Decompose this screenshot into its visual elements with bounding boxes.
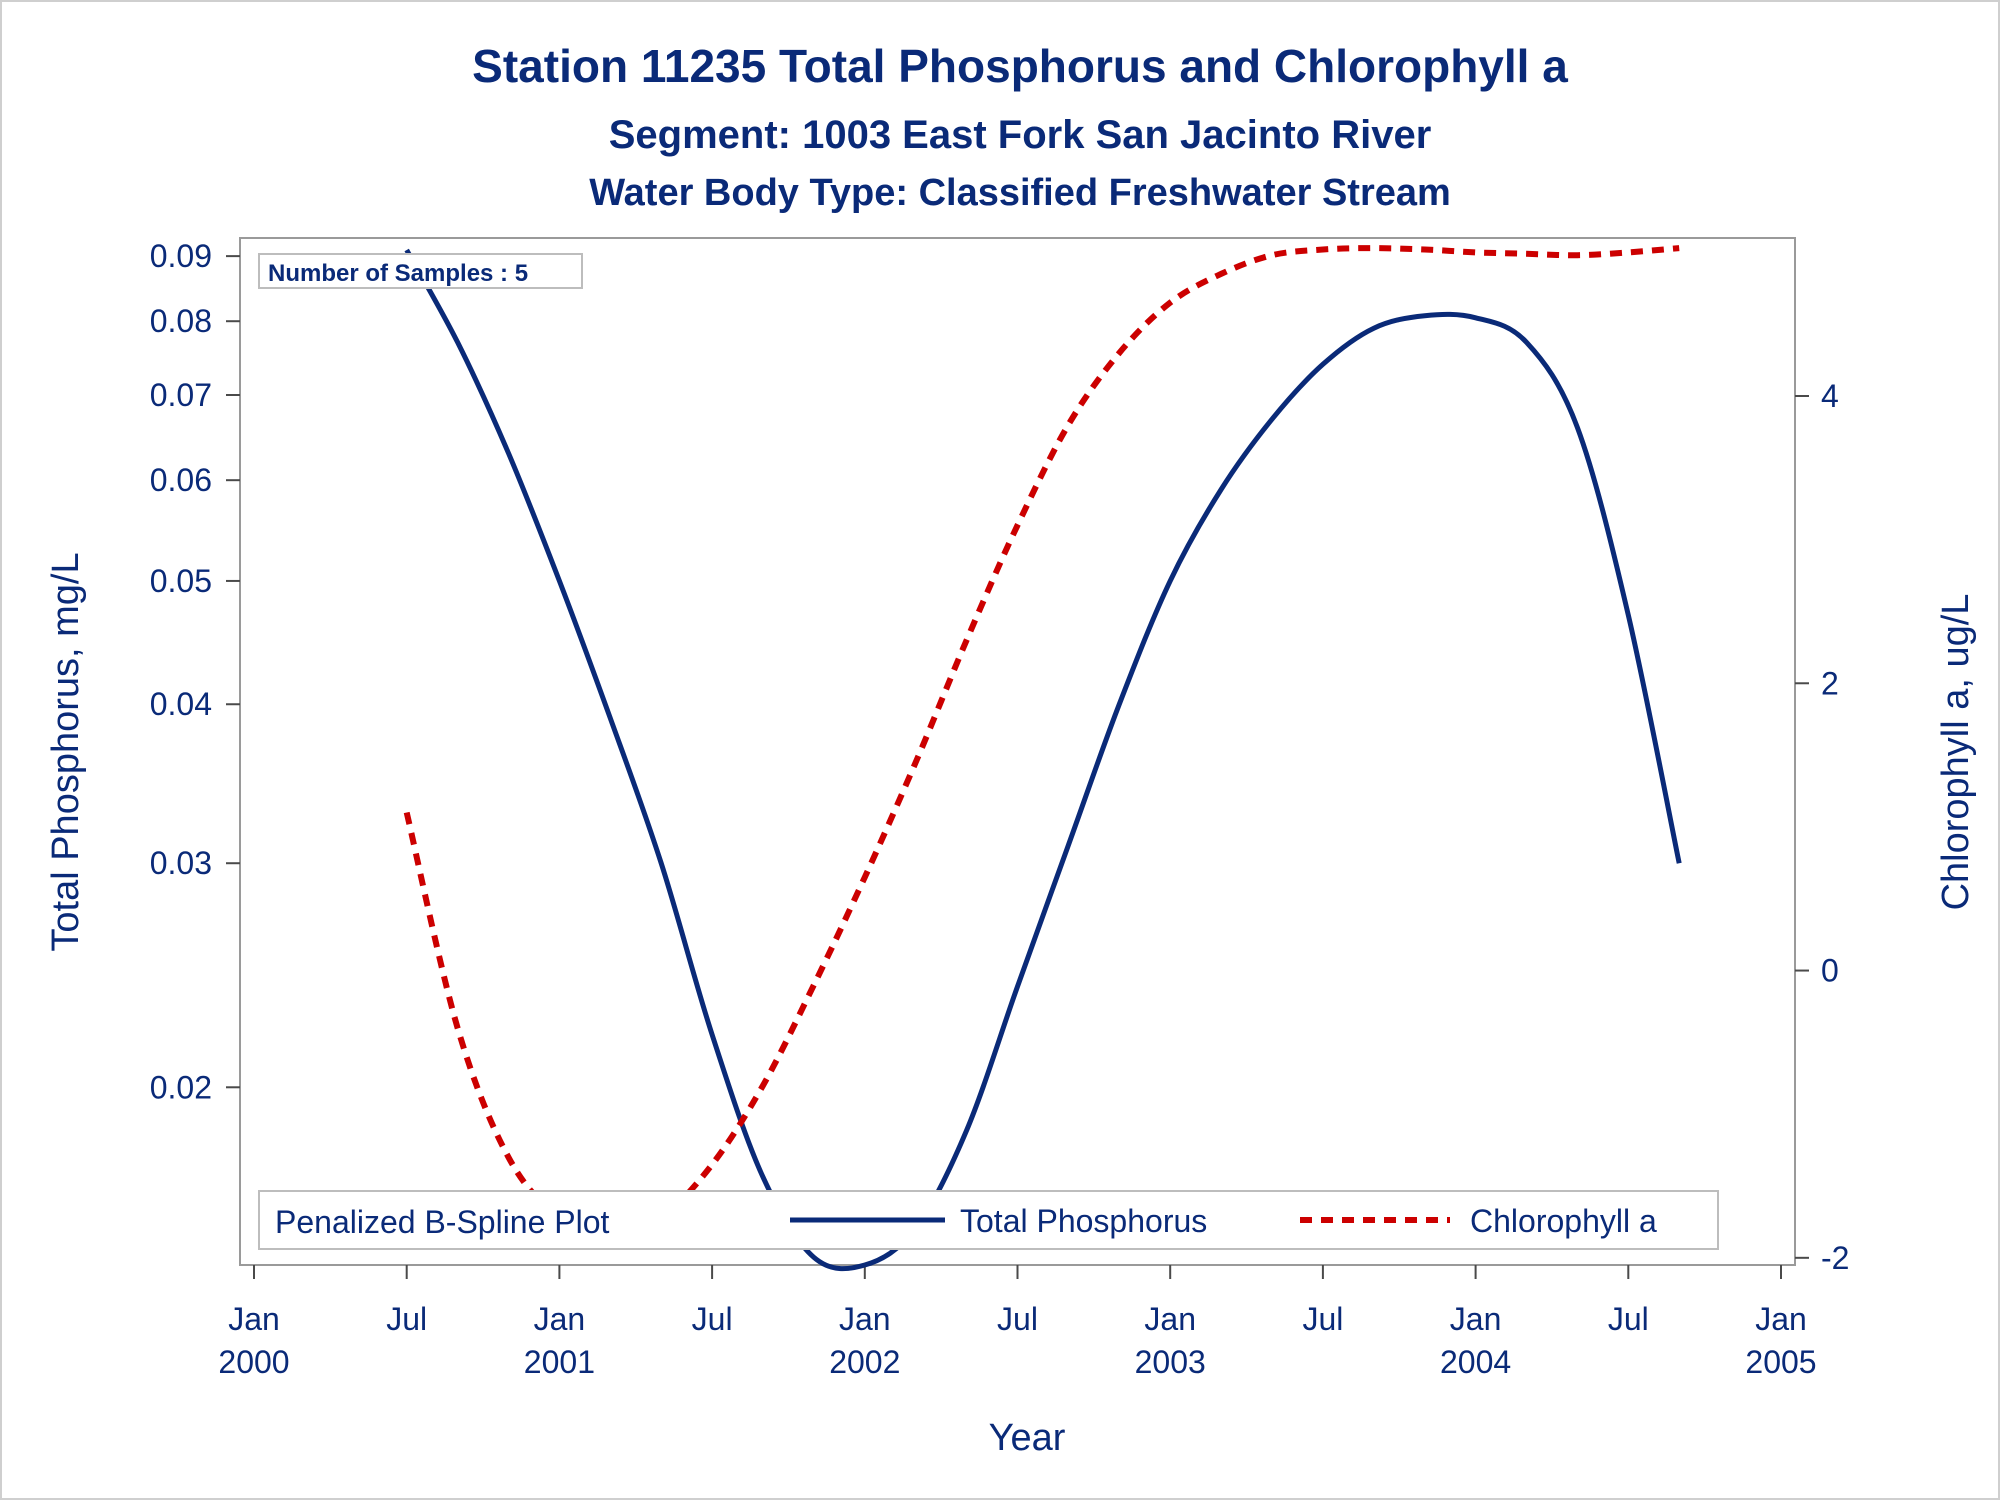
- y-tick-label: 0.03: [150, 845, 212, 881]
- annotation-box: [258, 253, 583, 289]
- y-tick-label: 0.02: [150, 1069, 212, 1105]
- x-tick-label-month: Jan: [534, 1301, 586, 1337]
- y-axis-right: -2 0 2 4: [1795, 378, 1849, 1276]
- x-tick-label-year: 2000: [218, 1344, 289, 1380]
- x-tick-label-year: 2001: [524, 1344, 595, 1380]
- y-axis-left: 0.02 0.03 0.04 0.05 0.06 0.07 0.08 0.09: [150, 238, 240, 1105]
- x-tick-label-month: Jul: [1302, 1301, 1343, 1337]
- x-tick-label-year: 2004: [1440, 1344, 1511, 1380]
- chart-subtitle: Segment: 1003 East Fork San Jacinto Rive…: [609, 113, 1432, 157]
- x-tick-label-month: Jan: [1144, 1301, 1196, 1337]
- y-tick-label: 0.04: [150, 686, 212, 722]
- x-tick-label-month: Jan: [1755, 1301, 1807, 1337]
- x-tick-label-year: 2005: [1745, 1344, 1816, 1380]
- y-axis-label: Total Phosphorus, mg/L: [45, 552, 87, 951]
- sample-count-annotation: Number of Samples : 5: [268, 260, 528, 287]
- y-tick-label: 0.05: [150, 563, 212, 599]
- y2-tick-label: -2: [1821, 1240, 1849, 1276]
- series-line-total-phosphorus: [404, 248, 1682, 1272]
- legend-box: [258, 1190, 1719, 1250]
- x-tick-label-month: Jul: [997, 1301, 1038, 1337]
- x-axis: Jan 2000 Jul Jan 2001 Jul Jan 2002 Jul Jan 2003 Jul…: [218, 1265, 1817, 1380]
- series-lines: [403, 245, 1682, 1272]
- y-tick-label: 0.09: [150, 238, 212, 274]
- x-tick-label-year: 2002: [829, 1344, 900, 1380]
- y-tick-label: 0.07: [150, 377, 212, 413]
- x-axis-label: Year: [989, 1417, 1066, 1459]
- legend-label-chlorophyll-a: Chlorophyll a: [1470, 1203, 1657, 1239]
- y-tick-label: 0.08: [150, 303, 212, 339]
- legend-title: Penalized B-Spline Plot: [275, 1204, 610, 1240]
- x-tick-label-year: 2003: [1135, 1344, 1206, 1380]
- x-tick-label-month: Jan: [228, 1301, 280, 1337]
- y2-tick-label: 2: [1821, 665, 1839, 701]
- x-tick-label-month: Jul: [386, 1301, 427, 1337]
- x-tick-label-month: Jul: [1608, 1301, 1649, 1337]
- y2-tick-label: 0: [1821, 953, 1839, 989]
- legend-label-total-phosphorus: Total Phosphorus: [960, 1203, 1207, 1239]
- y-tick-label: 0.06: [150, 462, 212, 498]
- x-tick-label-month: Jan: [1450, 1301, 1502, 1337]
- x-tick-label-month: Jan: [839, 1301, 891, 1337]
- y2-axis-label: Chlorophyll a, ug/L: [1935, 594, 1977, 911]
- x-tick-label-month: Jul: [692, 1301, 733, 1337]
- series-line-chlorophyll-a: [403, 245, 1680, 1240]
- chart-title: Station 11235 Total Phosphorus and Chlor…: [472, 40, 1568, 92]
- chart-subtitle-2: Water Body Type: Classified Freshwater S…: [589, 172, 1451, 214]
- y2-tick-label: 4: [1821, 378, 1839, 414]
